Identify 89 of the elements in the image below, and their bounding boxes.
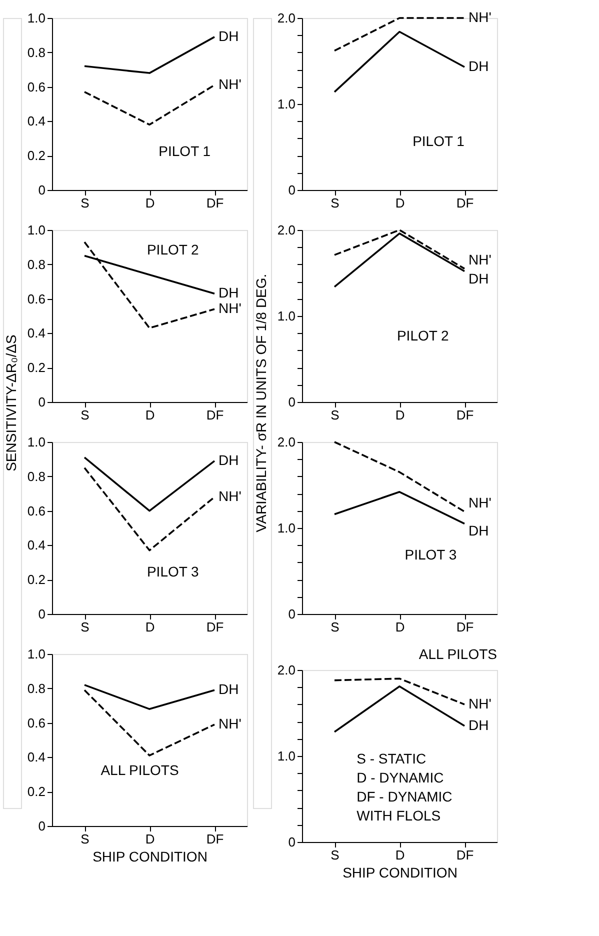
series-label: DH (468, 270, 489, 286)
y-tick-label: 2.0 (277, 222, 296, 238)
x-tick-label: S (80, 832, 90, 846)
series-label: NH' (218, 76, 242, 92)
x-tick-label: S (330, 408, 340, 422)
y-tick-label: 0 (288, 394, 296, 410)
x-tick-label: S (330, 620, 340, 634)
y-tick-label: 1.0 (277, 520, 296, 536)
x-tick-label: S (330, 196, 340, 210)
y-tick-label: 2.0 (277, 10, 296, 26)
y-tick-label: 2.0 (277, 434, 296, 450)
y-tick-label: 1.0 (27, 10, 46, 26)
annotation: PILOT 1 (412, 132, 465, 149)
y-tick-label: 0 (38, 818, 46, 834)
series-label: DH (468, 58, 489, 74)
series-label: NH' (468, 252, 492, 268)
x-tick-label: D (145, 832, 155, 846)
annotation: PILOT 2 (146, 242, 200, 258)
x-tick-label: D (395, 848, 405, 862)
y-tick-label: 0.4 (27, 750, 46, 765)
x-axis-title: SHIP CONDITION (342, 864, 458, 880)
x-tick-label: D (145, 196, 155, 210)
series-label: NH' (218, 716, 242, 732)
y-tick-label: 0.8 (27, 680, 46, 696)
x-tick-label: DF (206, 196, 224, 210)
series-label: NH' (218, 300, 242, 316)
x-tick-label: S (80, 620, 90, 634)
series-label: DH (218, 284, 239, 301)
y-tick-label: 0.6 (27, 503, 46, 518)
annotation: S - STATIC D - DYNAMIC DF - DYNAMIC WITH FLOLS (356, 750, 452, 824)
y-tick-label: 1.0 (277, 748, 296, 764)
x-tick-label: D (145, 620, 155, 634)
y-tick-label: 0 (288, 834, 296, 850)
series-label: NH' (468, 494, 492, 511)
y-tick-label: 0.2 (27, 148, 46, 164)
y-tick-label: 0.8 (27, 44, 46, 60)
x-tick-label: S (80, 408, 90, 422)
annotation: PILOT 3 (146, 564, 200, 580)
series-label: DH (218, 452, 239, 468)
y-tick-label: 0 (288, 182, 296, 198)
series-label: NH' (468, 695, 492, 712)
x-tick-label: DF (456, 848, 474, 862)
y-tick-label: 0.2 (27, 360, 46, 376)
y-tick-label: 1.0 (27, 222, 46, 238)
y-tick-label: 1.0 (277, 308, 296, 324)
x-tick-label: DF (206, 408, 224, 422)
y-tick-label: 0.4 (27, 326, 46, 341)
x-tick-label: S (330, 848, 340, 862)
series-label: DH (468, 522, 489, 539)
y-tick-label: 0 (38, 394, 46, 410)
x-tick-label: D (395, 408, 405, 422)
y-tick-label: 0.6 (27, 291, 46, 306)
y-tick-label: 0.6 (27, 79, 46, 94)
annotation: PILOT 2 (396, 328, 450, 344)
x-tick-label: D (395, 620, 405, 634)
y-tick-label: 0.2 (27, 572, 46, 588)
y-axis-title: VARIABILITY- σR IN UNITS OF 1/8 DEG. (253, 274, 269, 532)
series-label: DH (218, 681, 239, 698)
y-tick-label: 0 (288, 606, 296, 622)
annotation: PILOT 3 (404, 546, 457, 563)
y-tick-label: 2.0 (277, 662, 296, 678)
series-label: DH (468, 716, 489, 733)
y-tick-label: 0.6 (27, 715, 46, 730)
annotation: ALL PILOTS (100, 762, 179, 778)
x-tick-label: S (80, 196, 90, 210)
series-label: NH' (218, 488, 242, 504)
x-tick-label: DF (206, 832, 224, 846)
y-tick-label: 1.0 (277, 96, 296, 112)
y-tick-label: 0 (38, 606, 46, 622)
x-axis-title: SHIP CONDITION (92, 848, 208, 864)
y-tick-label: 0.8 (27, 468, 46, 484)
y-tick-label: 0 (38, 182, 46, 198)
x-tick-label: DF (456, 408, 474, 422)
series-label: NH' (468, 9, 492, 25)
y-tick-label: 0.4 (27, 114, 46, 129)
x-tick-label: D (395, 196, 405, 210)
series-label: DH (218, 28, 239, 44)
x-tick-label: DF (456, 620, 474, 634)
x-tick-label: DF (456, 196, 474, 210)
y-tick-label: 0.8 (27, 256, 46, 272)
annotation: PILOT 1 (158, 143, 211, 160)
y-tick-label: 1.0 (27, 646, 46, 662)
x-tick-label: DF (206, 620, 224, 634)
y-tick-label: 1.0 (27, 434, 46, 450)
x-tick-label: D (145, 408, 155, 422)
y-tick-label: 0.4 (27, 538, 46, 553)
chart-title: ALL PILOTS (418, 646, 497, 662)
y-axis-title: SENSITIVITY-ΔR₀/ΔS (3, 334, 19, 472)
y-tick-label: 0.2 (27, 784, 46, 800)
